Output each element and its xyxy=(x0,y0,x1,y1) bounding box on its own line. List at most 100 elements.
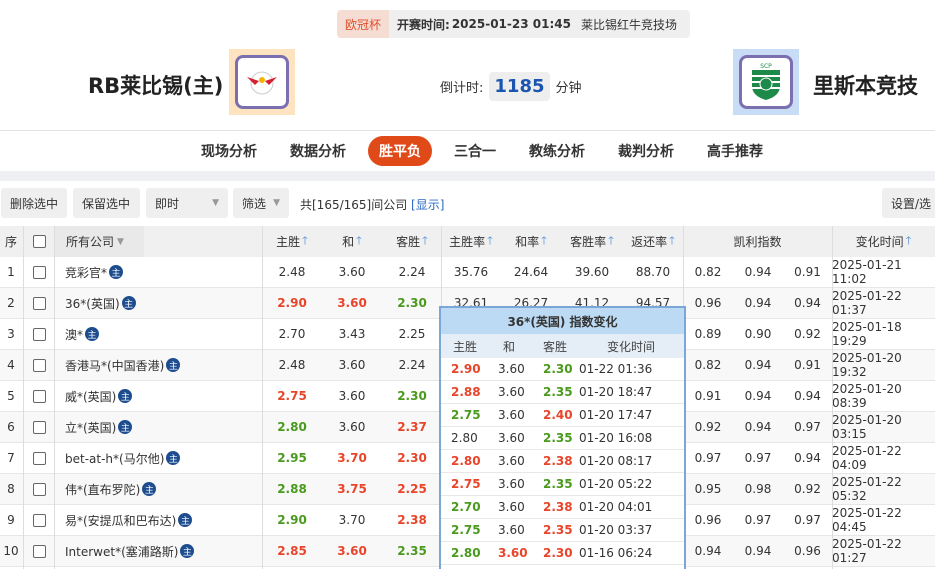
cell-hr: 35.76 xyxy=(453,265,489,279)
tab-1x2[interactable]: 胜平负 xyxy=(368,136,432,166)
select-all-checkbox[interactable] xyxy=(24,226,54,257)
home-team-name[interactable]: RB莱比锡(主) xyxy=(88,74,224,98)
settings-button[interactable]: 设置/选 xyxy=(882,188,935,218)
table-row: 9 易*(安提瓜和巴布达) 主 2.90 3.70 2.38 0.96 0.97 0.97 202… xyxy=(0,505,935,536)
cell-k1: 0.94 xyxy=(694,544,722,558)
caret-down-icon: ▼ xyxy=(212,198,219,208)
cell-a: 2.37 xyxy=(397,420,427,434)
company-link[interactable]: 36*(英国) 主 xyxy=(54,288,262,318)
sort-away[interactable]: 客胜 🡑 xyxy=(382,226,442,257)
countdown-label: 倒计时: xyxy=(440,81,484,96)
cell-d: 3.60 xyxy=(338,358,366,372)
tab-referee-analysis[interactable]: 裁判分析 xyxy=(618,144,674,160)
away-team-name[interactable]: 里斯本竞技 xyxy=(813,74,918,98)
cell-k2: 0.94 xyxy=(744,420,772,434)
delete-selected-button[interactable]: 删除选中 xyxy=(1,188,67,218)
cell-k3: 0.94 xyxy=(794,296,821,310)
popup-time: 01-20 17:47 xyxy=(579,408,653,422)
company-link[interactable]: 易*(安提瓜和巴布达) 主 xyxy=(54,505,262,535)
popup-time: 01-20 04:01 xyxy=(579,500,653,514)
cell-h: 2.88 xyxy=(277,482,307,496)
row-checkbox[interactable] xyxy=(24,257,54,287)
mode-select[interactable]: 即时 ▼ xyxy=(146,188,228,218)
company-link[interactable]: Interwet*(塞浦路斯) 主 xyxy=(54,536,262,566)
cell-k2: 0.98 xyxy=(744,482,772,496)
row-checkbox[interactable] xyxy=(24,381,54,411)
sort-arrow-icon: 🡑 xyxy=(608,234,614,247)
row-checkbox[interactable] xyxy=(24,474,54,504)
cell-t: 2025-01-21 11:02 xyxy=(832,258,902,286)
cell-a: 2.38 xyxy=(397,513,427,527)
sort-draw-rate[interactable]: 和率 🡑 xyxy=(501,226,561,257)
row-checkbox[interactable] xyxy=(24,536,54,566)
kickoff-time: 2025-01-23 01:45 xyxy=(451,17,571,31)
sort-arrow-icon: 🡑 xyxy=(905,234,912,247)
cell-i: 5 xyxy=(7,389,15,403)
row-checkbox[interactable] xyxy=(24,505,54,535)
company-link[interactable]: 竞彩官* 主 xyxy=(54,257,262,287)
popup-home: 2.80 xyxy=(451,431,478,445)
show-link[interactable]: [显示] xyxy=(411,198,445,212)
sort-home[interactable]: 主胜 🡑 xyxy=(262,226,322,257)
sort-return-rate[interactable]: 返还率 🡑 xyxy=(623,226,683,257)
sort-time[interactable]: 变化时间 🡑 xyxy=(832,226,935,257)
row-checkbox[interactable] xyxy=(24,319,54,349)
cell-k3: 0.94 xyxy=(794,451,821,465)
away-team-logo[interactable]: SCP xyxy=(733,49,799,115)
sort-draw[interactable]: 和 🡑 xyxy=(322,226,382,257)
tab-coach-analysis[interactable]: 教练分析 xyxy=(529,144,585,160)
sort-home-rate[interactable]: 主胜率 🡑 xyxy=(441,226,501,257)
filter-select[interactable]: 筛选 ▼ xyxy=(233,188,289,218)
company-link[interactable]: bet-at-h*(马尔他) 主 xyxy=(54,443,262,473)
cell-t: 2025-01-22 01:27 xyxy=(832,537,902,565)
row-checkbox[interactable] xyxy=(24,288,54,318)
sort-away-rate[interactable]: 客胜率 🡑 xyxy=(561,226,623,257)
cell-h: 2.90 xyxy=(277,296,307,310)
keep-selected-button[interactable]: 保留选中 xyxy=(73,188,140,218)
company-link[interactable]: 立*(英国) 主 xyxy=(54,412,262,442)
home-team-logo[interactable] xyxy=(229,49,295,115)
caret-down-icon: ▼ xyxy=(273,198,280,208)
popup-home: 2.75 xyxy=(451,408,481,422)
tab-three-in-one[interactable]: 三合一 xyxy=(454,144,496,160)
popup-row: 2.80 3.60 2.35 01-20 16:08 xyxy=(441,427,684,450)
cell-t: 2025-01-22 04:45 xyxy=(832,506,902,534)
company-link[interactable]: 威*(英国) 主 xyxy=(54,381,262,411)
popup-away: 2.30 xyxy=(543,546,573,560)
tab-data-analysis[interactable]: 数据分析 xyxy=(290,144,346,160)
row-checkbox[interactable] xyxy=(24,350,54,380)
cell-d: 3.75 xyxy=(337,482,367,496)
filter-label: 筛选 xyxy=(242,196,267,211)
section-band xyxy=(0,171,935,181)
cell-d: 3.43 xyxy=(338,327,366,341)
cell-k3: 0.97 xyxy=(794,513,821,527)
cell-h: 2.48 xyxy=(278,265,306,279)
company-link[interactable]: 伟*(直布罗陀) 主 xyxy=(54,474,262,504)
row-checkbox[interactable] xyxy=(24,443,54,473)
company-name: Interwet*(塞浦路斯) xyxy=(65,544,179,559)
cell-i: 1 xyxy=(7,265,15,279)
kickoff-label: 开赛时间: xyxy=(397,17,450,32)
popup-draw: 3.60 xyxy=(498,431,525,445)
company-name: 澳* xyxy=(65,327,84,342)
company-link[interactable]: 澳* 主 xyxy=(54,319,262,349)
cell-k3: 0.94 xyxy=(794,389,821,403)
cell-i: 6 xyxy=(7,420,15,434)
popup-draw: 3.60 xyxy=(498,408,525,422)
company-count-text: 共[165/165]间公司 xyxy=(300,198,408,212)
cell-d: 3.60 xyxy=(337,544,367,558)
competition-badge[interactable]: 欧冠杯 xyxy=(337,10,390,38)
tab-expert-picks[interactable]: 高手推荐 xyxy=(707,144,763,160)
tab-live-analysis[interactable]: 现场分析 xyxy=(201,144,257,160)
popup-row: 2.75 3.60 2.35 01-20 03:37 xyxy=(441,519,684,542)
company-filter[interactable]: 所有公司 ▼ xyxy=(54,226,144,257)
row-checkbox[interactable] xyxy=(24,412,54,442)
home-badge-icon: 主 xyxy=(118,420,133,434)
col-return-rate: 返还率 xyxy=(631,235,668,249)
popup-col-time: 变化时间 xyxy=(607,339,656,354)
venue: 莱比锡红牛竞技场 xyxy=(580,17,677,32)
cell-a: 2.35 xyxy=(397,544,427,558)
popup-row: 2.75 3.60 2.35 01-20 05:22 xyxy=(441,473,684,496)
cell-k2: 0.90 xyxy=(744,327,772,341)
company-link[interactable]: 香港马*(中国香港) 主 xyxy=(54,350,262,380)
